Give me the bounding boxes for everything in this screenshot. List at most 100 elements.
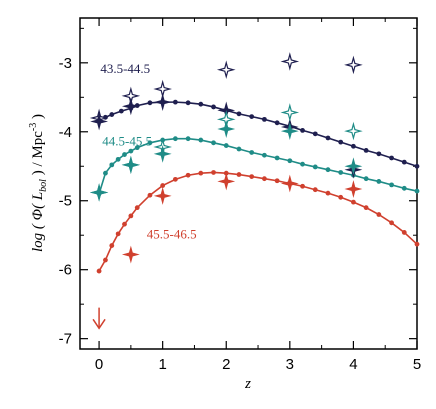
curve-point: [338, 194, 344, 200]
curve-point: [376, 179, 382, 184]
series-curve: [98, 171, 418, 272]
curve-point: [376, 212, 382, 217]
curve-point: [236, 146, 242, 152]
x-tick-label: 2: [222, 356, 230, 373]
filled-star-point: [217, 120, 236, 138]
curve-point: [115, 231, 121, 237]
y-axis-title: log ( Φ( Lbol ) / Mpc-3 ): [28, 114, 49, 252]
curve-point: [414, 241, 420, 247]
curve-point: [261, 116, 267, 122]
curve-point: [414, 188, 420, 194]
curve-point: [363, 148, 369, 153]
x-tick-label: 3: [286, 356, 294, 373]
series-labels: 43.5-44.5 44.5-45.5 45.5-46.5: [100, 61, 196, 242]
curve-point: [134, 205, 140, 211]
curve-point: [401, 159, 407, 165]
curve-point: [147, 192, 153, 198]
series-curves: [96, 99, 420, 274]
plot-frame: [79, 17, 418, 350]
curve-point: [274, 120, 280, 126]
upper-limit-arrow: [92, 307, 106, 330]
curve-point: [401, 230, 407, 235]
curve-point: [274, 155, 280, 161]
open-star-point: [344, 121, 363, 141]
curve-point: [338, 139, 344, 145]
curve-point: [325, 190, 331, 196]
x-axis-title: z: [244, 376, 251, 392]
filled-star-point: [121, 245, 140, 264]
curve-point: [261, 152, 267, 158]
curve-point: [351, 199, 356, 205]
curve-point: [287, 158, 293, 164]
y-tick-label: -3: [59, 55, 72, 72]
curve-point: [414, 163, 420, 169]
filled-star-point: [217, 172, 236, 191]
curve-point: [236, 111, 242, 117]
curve-point: [300, 128, 305, 133]
filled-star-point: [280, 174, 299, 193]
x-tick-label: 0: [95, 356, 103, 373]
curve-point: [401, 185, 407, 191]
curve-point: [312, 187, 318, 193]
curve-point: [172, 176, 178, 182]
curve-point: [103, 170, 108, 176]
curve-point: [198, 101, 204, 107]
open-star-point: [216, 60, 236, 80]
curve-point: [325, 135, 331, 141]
curve-point: [185, 136, 191, 142]
filled-star-point: [153, 144, 172, 163]
filled-star-point: [90, 112, 109, 131]
curve-point: [103, 257, 108, 263]
curve-point: [376, 151, 382, 157]
series-label: 44.5-45.5: [102, 134, 152, 149]
curve-point: [249, 114, 255, 120]
curve-point: [115, 156, 121, 162]
curve-point: [185, 100, 191, 106]
filled-star-point: [344, 180, 363, 198]
curve-point: [300, 161, 305, 167]
curve-point: [198, 170, 204, 176]
curve-point: [211, 104, 216, 110]
curve-point: [351, 143, 356, 149]
x-tick-label: 4: [349, 356, 357, 373]
curve-point: [122, 152, 127, 157]
curve-point: [96, 268, 102, 274]
filled-star-point: [344, 157, 363, 176]
curve-point: [249, 150, 255, 155]
y-tick-label: -4: [59, 124, 72, 141]
curve-point: [198, 137, 204, 143]
x-tick-label: 1: [158, 356, 166, 373]
curve-point: [128, 213, 134, 219]
arrow-head: [92, 318, 106, 330]
curve-point: [134, 145, 140, 151]
curve-point: [389, 182, 394, 188]
curve-point: [211, 140, 216, 146]
filled-star-point: [121, 97, 140, 116]
curve-point: [274, 178, 280, 184]
series-points: [89, 52, 363, 264]
curve-point: [389, 155, 394, 161]
curve-point: [109, 112, 115, 117]
y-tick-label: -6: [59, 262, 72, 279]
curve-point: [389, 220, 394, 226]
curve-point: [363, 205, 369, 211]
curve-point: [128, 148, 134, 154]
curve-point: [223, 143, 229, 148]
open-star-point: [344, 55, 363, 75]
series-label: 43.5-44.5: [100, 61, 150, 76]
x-tick-label: 5: [413, 356, 421, 373]
curve-point: [172, 136, 178, 142]
curve-point: [109, 243, 115, 248]
curve-point: [338, 170, 344, 175]
curve-point: [300, 183, 305, 189]
curve-point: [325, 167, 331, 173]
curve-point: [109, 162, 115, 168]
curve-point: [147, 140, 153, 146]
curve-point: [122, 221, 127, 227]
curve-point: [147, 100, 153, 106]
curve-point: [249, 174, 255, 180]
curve-point: [363, 176, 369, 182]
filled-star-point: [280, 122, 299, 141]
curve-point: [160, 183, 166, 188]
axis-ticks: 0 1 2 3 4 5 -7 -6 -5 -4 -3: [59, 18, 421, 373]
